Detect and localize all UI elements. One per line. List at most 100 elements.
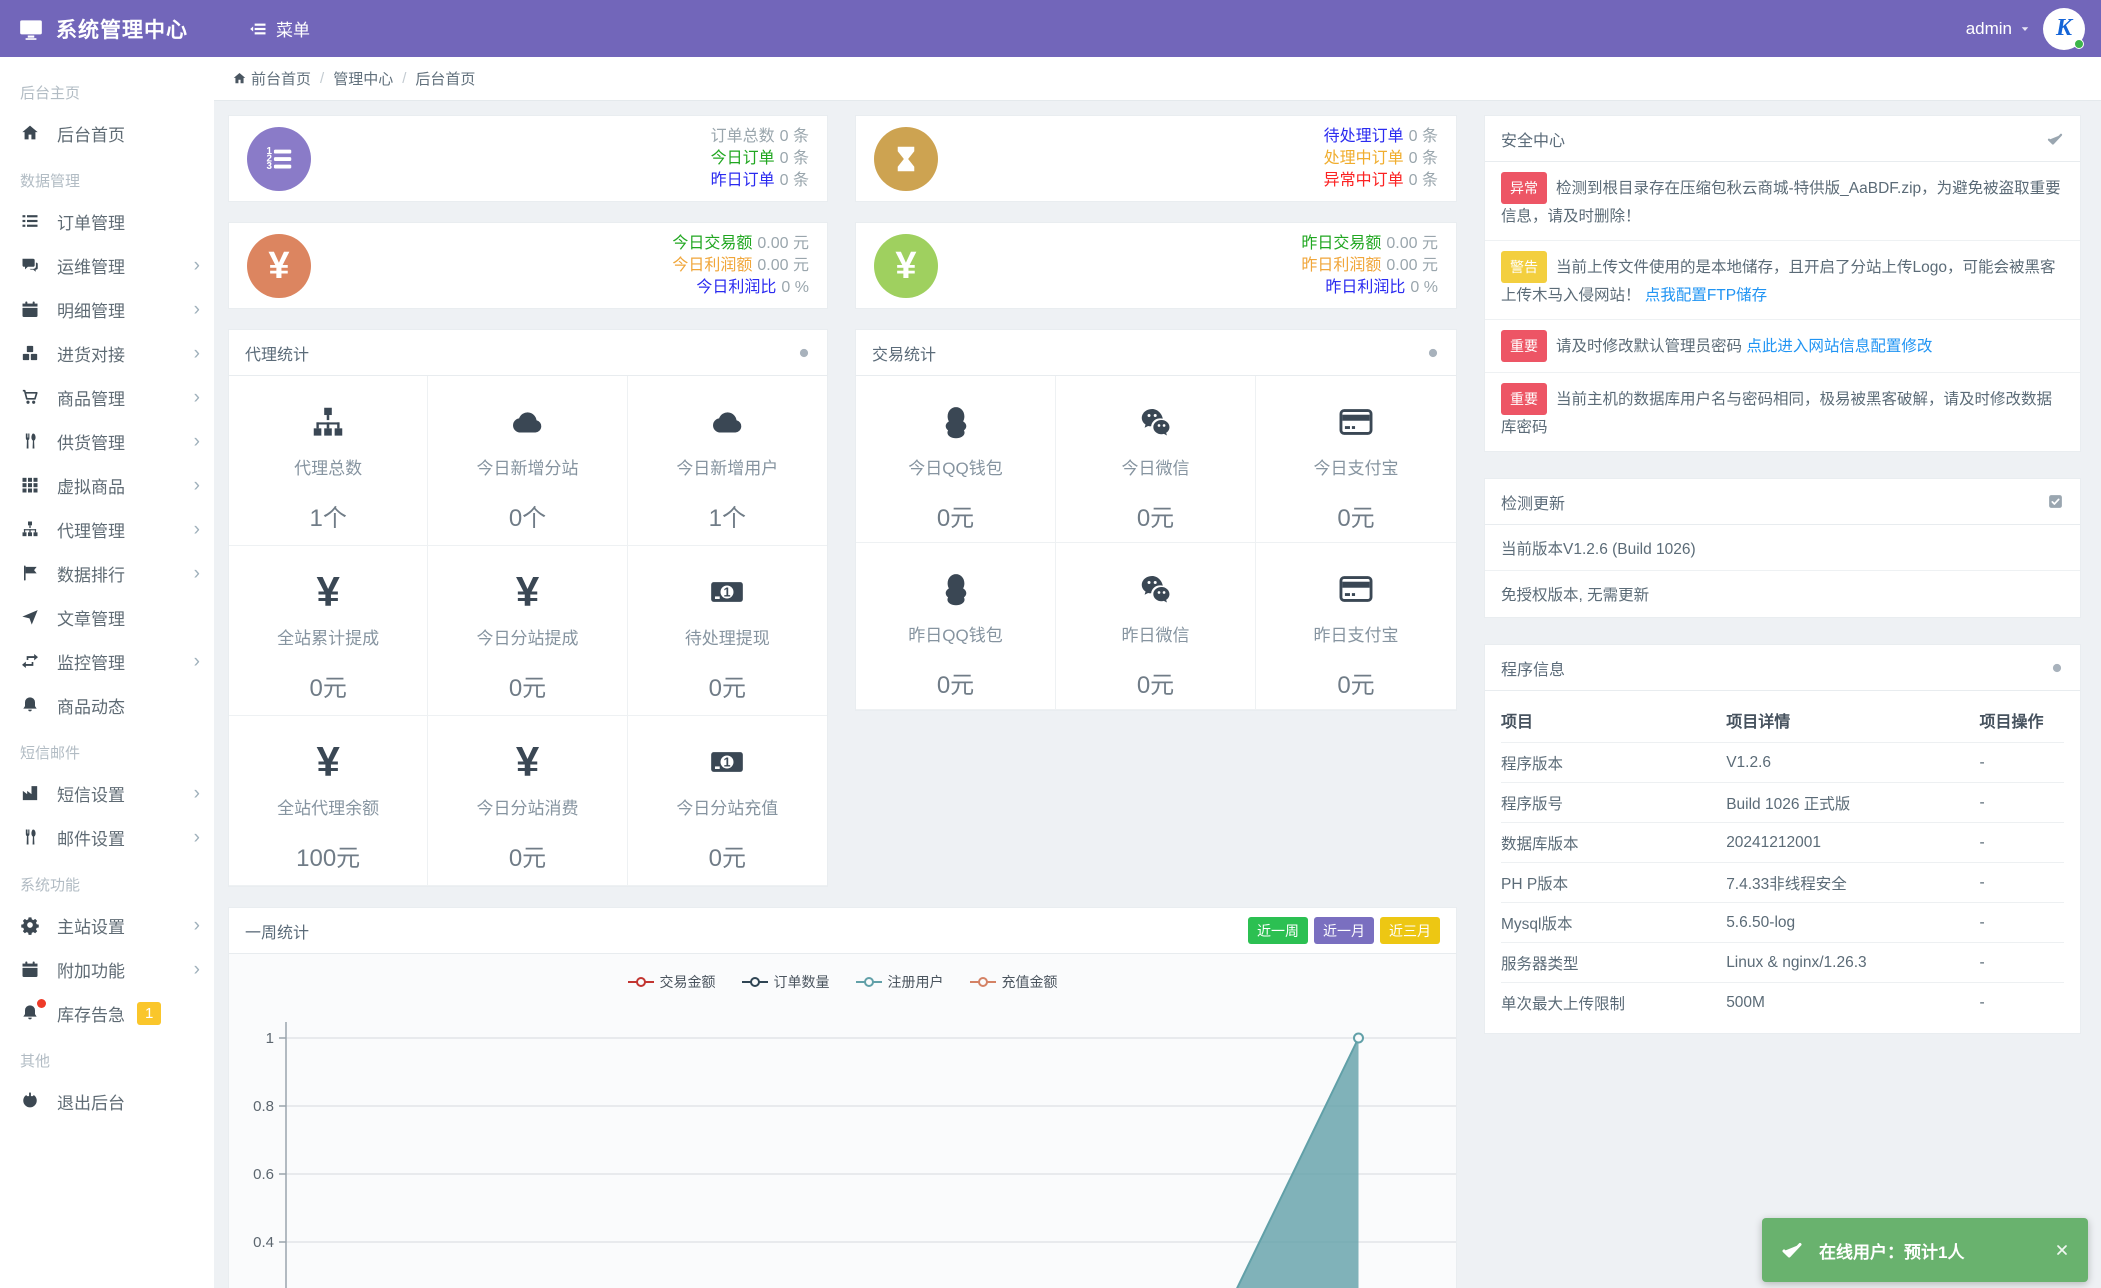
sitemap-icon xyxy=(20,519,40,539)
site-config-link[interactable]: 点此进入网站信息配置修改 xyxy=(1746,338,1933,355)
legend-item-order-count[interactable]: 订单数量 xyxy=(741,972,830,992)
svg-text:1: 1 xyxy=(266,146,272,157)
panel-dot-icon[interactable] xyxy=(1426,346,1440,360)
svg-text:2: 2 xyxy=(266,153,272,164)
pending-orders-stat-card: 待处理订单 0 条 处理中订单 0 条 异常中订单 0 条 xyxy=(855,115,1457,202)
breadcrumb-link-admin-center[interactable]: 管理中心 xyxy=(333,71,394,88)
yesterday-trade-stat-card: ¥ 昨日交易额 0.00 元 昨日利润额 0.00 元 昨日利润比 0 % xyxy=(855,222,1457,309)
yen-icon: ¥ xyxy=(515,738,540,785)
important-badge: 重要 xyxy=(1501,330,1547,362)
today-wechat-cell: 今日微信 0元 xyxy=(1056,376,1256,543)
last-month-button[interactable]: 近一月 xyxy=(1314,917,1374,944)
today-qq-wallet-cell: 今日QQ钱包 0元 xyxy=(856,376,1056,543)
grid-icon xyxy=(20,475,40,495)
cubes-icon xyxy=(20,343,40,363)
site-logo[interactable]: K xyxy=(2043,7,2085,50)
money-bill-icon: 1 xyxy=(628,572,827,612)
check-icon xyxy=(1780,1238,1804,1262)
sidebar-item-purchase-integration[interactable]: 进货对接 xyxy=(0,331,214,375)
current-version-row: 当前版本V1.2.6 (Build 1026) xyxy=(1485,525,2080,571)
sidebar-section-system: 系统功能 xyxy=(20,876,81,894)
close-icon[interactable] xyxy=(2054,1242,2070,1258)
breadcrumb-home-link[interactable]: 前台首页 xyxy=(232,68,311,89)
stat-row: 今日交易额 0.00 元 xyxy=(672,234,809,252)
new-substations-cell: 今日新增分站 0个 xyxy=(428,376,628,546)
stat-row: 昨日利润比 0 % xyxy=(1325,278,1438,296)
sidebar-item-supply-management[interactable]: 供货管理 xyxy=(0,419,214,463)
legend-item-recharge-amount[interactable]: 充值金额 xyxy=(969,972,1058,992)
sidebar-item-product-management[interactable]: 商品管理 xyxy=(0,375,214,419)
sidebar-item-dashboard-home[interactable]: 后台首页 xyxy=(0,111,214,155)
yen-icon: ¥ xyxy=(316,738,340,785)
navbar-right: admin K xyxy=(1966,7,2101,50)
app-title: 系统管理中心 xyxy=(56,18,188,42)
today-alipay-cell: 今日支付宝 0元 xyxy=(1256,376,1456,543)
last-quarter-button[interactable]: 近三月 xyxy=(1380,917,1440,944)
chevron-right-icon xyxy=(194,652,200,671)
sidebar-item-addon-features[interactable]: 附加功能 xyxy=(0,947,214,991)
sitemap-icon xyxy=(229,402,427,442)
configure-ftp-link[interactable]: 点我配置FTP储存 xyxy=(1644,287,1768,304)
right-column: 安全中心 异常 检测到根目录存在压缩包秋云商城-特供版_AaBDF.zip，为避免… xyxy=(1484,115,2081,1034)
chevron-right-icon xyxy=(194,256,200,275)
panel-dot-icon[interactable] xyxy=(2050,661,2064,675)
license-status-row: 免授权版本, 无需更新 xyxy=(1501,587,1650,604)
substation-recharge-cell: 1 今日分站充值 0元 xyxy=(627,716,827,886)
chevron-right-icon xyxy=(194,476,200,495)
sidebar-item-main-site-settings[interactable]: 主站设置 xyxy=(0,903,214,947)
sidebar-item-operations-management[interactable]: 运维管理 xyxy=(0,243,214,287)
update-check-header: 检测更新 xyxy=(1485,479,2080,525)
sidebar-section-home: 后台主页 xyxy=(20,84,81,102)
sidebar-section-other: 其他 xyxy=(20,1052,51,1070)
yesterday-alipay-cell: 昨日支付宝 0元 xyxy=(1256,543,1456,710)
username: admin xyxy=(1965,18,2012,38)
sidebar-toggle-button[interactable]: 菜单 xyxy=(248,16,310,41)
sidebar-item-virtual-products[interactable]: 虚拟商品 xyxy=(0,463,214,507)
sidebar-item-email-settings[interactable]: 邮件设置 xyxy=(0,815,214,859)
user-dropdown[interactable]: admin xyxy=(1966,19,2031,39)
home-icon xyxy=(232,71,247,86)
menu-label: 菜单 xyxy=(276,21,310,40)
svg-text:0.6: 0.6 xyxy=(253,1166,274,1183)
stat-row: 昨日交易额 0.00 元 xyxy=(1301,234,1438,252)
sidebar-item-order-management[interactable]: 订单管理 xyxy=(0,199,214,243)
cloud-icon xyxy=(628,402,827,442)
sidebar-item-agent-management[interactable]: 代理管理 xyxy=(0,507,214,551)
pending-withdrawal-cell: 1 待处理提现 0元 xyxy=(627,546,827,716)
sidebar-item-data-ranking[interactable]: 数据排行 xyxy=(0,551,214,595)
last-week-button[interactable]: 近一周 xyxy=(1248,917,1308,944)
yen-icon: ¥ xyxy=(247,233,311,298)
checkbox-checked-icon[interactable] xyxy=(2047,493,2064,510)
chevron-right-icon xyxy=(194,916,200,935)
sidebar-item-detail-management[interactable]: 明细管理 xyxy=(0,287,214,331)
yesterday-wechat-cell: 昨日微信 0元 xyxy=(1056,543,1256,710)
sidebar-item-monitor-management[interactable]: 监控管理 xyxy=(0,639,214,683)
security-item: 异常 检测到根目录存在压缩包秋云商城-特供版_AaBDF.zip，为避免被盗取重要… xyxy=(1485,162,2080,241)
chevron-right-icon xyxy=(194,960,200,979)
sidebar-item-logout[interactable]: 退出后台 xyxy=(0,1079,214,1123)
agent-stats-panel: 代理统计 代理总数 1个 今日新增分站 0个 今日新增用户 1个 ¥ 全站累计提成 0元 … xyxy=(228,329,828,887)
sidebar-item-article-management[interactable]: 文章管理 xyxy=(0,595,214,639)
svg-text:1: 1 xyxy=(724,585,731,599)
sidebar-item-sms-settings[interactable]: 短信设置 xyxy=(0,771,214,815)
program-info-table: 项目 项目详情 项目操作 程序版本 V1.2.6- 程序版号 Build 1026 正式… xyxy=(1485,691,2080,1033)
legend-item-trade-amount[interactable]: 交易金额 xyxy=(627,972,716,992)
panel-dot-icon[interactable] xyxy=(797,346,811,360)
sidebar-item-product-updates[interactable]: 商品动态 xyxy=(0,683,214,727)
stat-row: 异常中订单 0 条 xyxy=(1323,171,1438,189)
cart-icon xyxy=(20,387,40,407)
legend-item-registered-users[interactable]: 注册用户 xyxy=(855,972,944,992)
refresh-icon xyxy=(20,651,40,671)
svg-text:0.4: 0.4 xyxy=(253,1234,274,1251)
calendar-icon xyxy=(20,959,40,979)
new-users-cell: 今日新增用户 1个 xyxy=(627,376,827,546)
brand[interactable]: 系统管理中心 xyxy=(0,14,214,44)
trade-stats-header: 交易统计 xyxy=(856,330,1456,376)
svg-text:0.8: 0.8 xyxy=(253,1098,274,1115)
security-item: 重要 请及时修改默认管理员密码 点此进入网站信息配置修改 xyxy=(1485,320,2080,373)
check-icon[interactable] xyxy=(2046,130,2064,148)
legend-marker-icon xyxy=(969,977,996,987)
legend-marker-icon xyxy=(741,977,768,987)
update-check-panel: 检测更新 当前版本V1.2.6 (Build 1026) 免授权版本, 无需更新 xyxy=(1484,478,2081,618)
sidebar-item-stock-alert[interactable]: 库存告急 1 xyxy=(0,991,214,1035)
